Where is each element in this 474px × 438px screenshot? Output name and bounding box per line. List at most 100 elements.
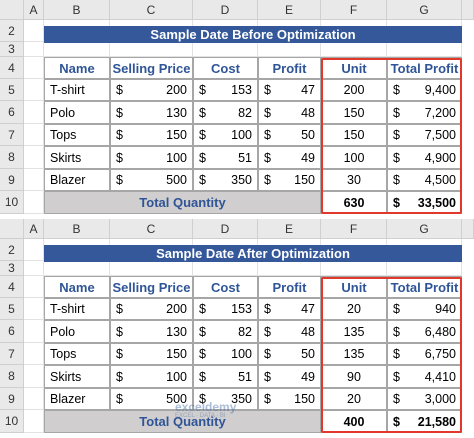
currency: $: [393, 128, 400, 142]
row-header[interactable]: 10: [0, 410, 24, 433]
cell-value: 200: [166, 302, 187, 316]
grid-cell: [258, 261, 321, 276]
column-header[interactable]: E: [258, 219, 321, 239]
currency: $: [116, 324, 123, 339]
row-header[interactable]: 5: [0, 298, 24, 320]
currency: $: [116, 369, 123, 384]
table-cell: T-shirt: [44, 79, 110, 101]
row-header[interactable]: 3: [0, 261, 24, 276]
grid-cell: [24, 320, 44, 343]
row-header[interactable]: 8: [0, 365, 24, 388]
row-number: 5: [8, 301, 15, 316]
cell-value: 135: [343, 324, 365, 339]
table-header: Selling Price: [110, 276, 193, 298]
cell-value: 135: [343, 347, 365, 361]
column-header[interactable]: B: [44, 0, 110, 20]
column-header[interactable]: G: [387, 0, 462, 20]
row-header[interactable]: 9: [0, 388, 24, 410]
row-header[interactable]: 6: [0, 101, 24, 124]
total-profit: 21,580: [417, 414, 456, 429]
column-header[interactable]: D: [193, 0, 258, 20]
row-header[interactable]: 6: [0, 320, 24, 343]
currency: $: [393, 150, 400, 165]
row-header[interactable]: 2: [0, 239, 24, 261]
table-cell: $150: [110, 343, 193, 365]
column-header[interactable]: A: [24, 219, 44, 239]
row-header[interactable]: 7: [0, 124, 24, 146]
row-header[interactable]: 3: [0, 42, 24, 57]
column-header[interactable]: E: [258, 0, 321, 20]
total-unit: 630: [343, 195, 365, 210]
table-cell: $51: [193, 146, 258, 169]
table-cell: $100: [110, 146, 193, 169]
table-cell: Polo: [44, 101, 110, 124]
grid-cell: [24, 365, 44, 388]
watermark-text: exceldemy: [175, 401, 237, 414]
row-header[interactable]: 7: [0, 343, 24, 365]
header-text: Name: [59, 279, 95, 295]
currency: $: [393, 302, 400, 316]
title: Sample Date Before Optimization: [150, 27, 356, 42]
row-header[interactable]: 5: [0, 79, 24, 101]
row-header[interactable]: 4: [0, 57, 24, 79]
row-header[interactable]: 9: [0, 169, 24, 191]
table-header: Cost: [193, 276, 258, 298]
cell-value: 200: [166, 83, 187, 97]
table-cell: $153: [193, 298, 258, 320]
table-cell: $150: [110, 124, 193, 146]
currency: $: [116, 302, 123, 316]
currency: $: [199, 105, 206, 120]
currency: $: [393, 173, 400, 187]
cell-value: 51: [238, 150, 252, 165]
grid-cell: [24, 191, 44, 214]
cell-value: 51: [238, 369, 252, 384]
column-header: [462, 0, 474, 20]
row-header[interactable]: 10: [0, 191, 24, 214]
cell-value: 500: [166, 173, 187, 187]
grid-cell: [24, 239, 44, 261]
grid-cell: [24, 343, 44, 365]
row-header[interactable]: 2: [0, 20, 24, 42]
column-header[interactable]: D: [193, 219, 258, 239]
column-header[interactable]: F: [321, 219, 387, 239]
table-cell: Skirts: [44, 146, 110, 169]
column-header[interactable]: F: [321, 0, 387, 20]
cell-value: Skirts: [50, 369, 82, 384]
column-header[interactable]: G: [387, 219, 462, 239]
currency: $: [264, 83, 271, 97]
column-letter: D: [220, 221, 230, 236]
cell-value: 7,200: [424, 105, 456, 120]
table-cell: $200: [110, 79, 193, 101]
currency: $: [393, 105, 400, 120]
grid-cell: [258, 42, 321, 57]
cell-value: 150: [343, 105, 365, 120]
cell-value: 50: [301, 347, 315, 361]
currency: $: [116, 150, 123, 165]
row-header[interactable]: 8: [0, 146, 24, 169]
column-letter: C: [146, 2, 156, 17]
table-cell: T-shirt: [44, 298, 110, 320]
cell-value: 100: [166, 150, 187, 165]
row-header[interactable]: 4: [0, 276, 24, 298]
cell-value: 200: [343, 83, 365, 97]
table-cell: $500: [110, 169, 193, 191]
currency: $: [264, 173, 271, 187]
column-header[interactable]: C: [110, 219, 193, 239]
table-header: Name: [44, 57, 110, 79]
cell-value: Polo: [50, 105, 76, 120]
table-cell: Tops: [44, 124, 110, 146]
column-header[interactable]: A: [24, 0, 44, 20]
column-letter: G: [419, 221, 429, 236]
header-text: Cost: [211, 60, 240, 76]
header-text: Cost: [211, 279, 240, 295]
currency: $: [116, 173, 123, 187]
table-cell: Blazer: [44, 169, 110, 191]
cell-value: 82: [238, 105, 252, 120]
column-header[interactable]: C: [110, 0, 193, 20]
column-header[interactable]: B: [44, 219, 110, 239]
grid-cell: [24, 169, 44, 191]
row-number: 10: [4, 195, 19, 209]
currency: $: [393, 414, 400, 429]
cell-value: 48: [301, 324, 315, 339]
cell-value: 4,410: [424, 369, 456, 384]
